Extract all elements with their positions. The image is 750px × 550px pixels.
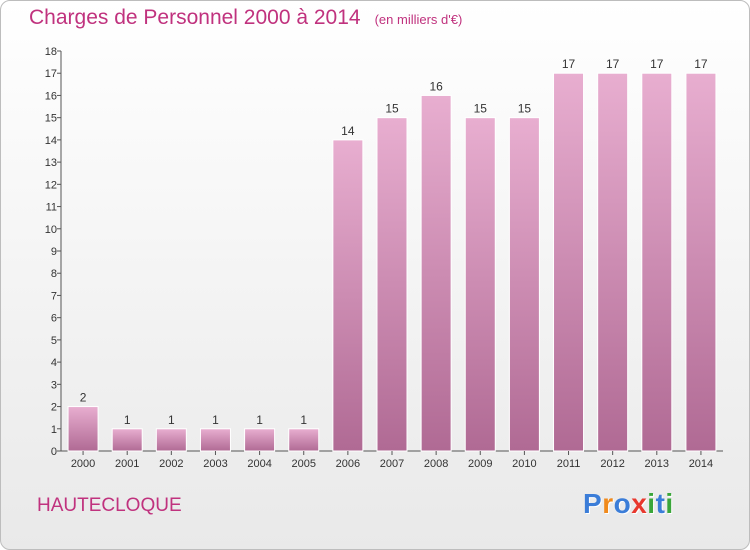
- x-tick-label: 2013: [645, 458, 669, 470]
- x-tick-label: 2004: [247, 458, 271, 470]
- y-tick-label: 15: [45, 113, 57, 125]
- bar-value-label: 1: [168, 413, 175, 427]
- bar: [332, 139, 364, 452]
- chart-title: Charges de Personnel 2000 à 2014 (en mill…: [29, 6, 462, 30]
- bar: [199, 428, 231, 452]
- chart-unit: (en milliers d'€): [374, 12, 463, 27]
- bar-value-label: 1: [124, 413, 131, 427]
- x-tick-label: 2005: [291, 458, 315, 470]
- x-tick-label: 2000: [71, 458, 95, 470]
- y-tick-label: 13: [45, 157, 57, 169]
- bar: [67, 406, 99, 452]
- bar: [244, 428, 276, 452]
- x-tick-label: 2002: [159, 458, 183, 470]
- y-tick-label: 5: [51, 335, 57, 347]
- x-tick-label: 2010: [512, 458, 536, 470]
- commune-name: HAUTECLOQUE: [37, 495, 182, 516]
- y-tick-label: 2: [51, 402, 57, 414]
- bar: [508, 117, 540, 452]
- x-tick-label: 2006: [336, 458, 360, 470]
- x-tick-label: 2001: [115, 458, 139, 470]
- logo-letter: i: [647, 488, 656, 519]
- logo-letter: r: [602, 488, 614, 519]
- y-tick-label: 3: [51, 379, 57, 391]
- bar-value-label: 15: [385, 102, 399, 116]
- bar: [288, 428, 320, 452]
- bar: [376, 117, 408, 452]
- y-tick-label: 9: [51, 246, 57, 258]
- y-tick-label: 17: [45, 68, 57, 80]
- bar: [111, 428, 143, 452]
- bar: [597, 72, 629, 452]
- y-tick-label: 18: [45, 46, 57, 58]
- bar-value-label: 17: [694, 57, 708, 71]
- bar-value-label: 15: [518, 102, 532, 116]
- logo-letter: t: [655, 488, 666, 519]
- bar-value-label: 1: [300, 413, 307, 427]
- y-tick-label: 11: [46, 202, 57, 214]
- bar-value-label: 17: [650, 57, 664, 71]
- x-tick-label: 2009: [468, 458, 492, 470]
- bar: [420, 94, 452, 452]
- logo-letter: i: [665, 488, 674, 519]
- bar-value-label: 2: [80, 391, 87, 405]
- proxiti-logo: Proxiti: [583, 488, 674, 520]
- chart-title-text: Charges de Personnel 2000 à 2014: [29, 6, 361, 29]
- y-tick-label: 1: [51, 424, 57, 436]
- bar-value-label: 16: [429, 79, 443, 93]
- bar-value-label: 17: [562, 57, 576, 71]
- bar-value-label: 17: [606, 57, 620, 71]
- bar: [641, 72, 673, 452]
- logo-letter: o: [613, 488, 632, 519]
- bar-value-label: 14: [341, 124, 355, 138]
- y-tick-label: 4: [51, 357, 57, 369]
- x-tick-label: 2012: [600, 458, 624, 470]
- logo-letter: P: [583, 488, 603, 519]
- bar-value-label: 1: [256, 413, 263, 427]
- y-tick-label: 16: [45, 90, 57, 102]
- bar-value-label: 15: [474, 102, 488, 116]
- bar-value-label: 1: [212, 413, 219, 427]
- y-tick-label: 10: [45, 224, 57, 236]
- x-tick-label: 2014: [689, 458, 713, 470]
- x-tick-label: 2003: [203, 458, 227, 470]
- logo-letter: x: [631, 488, 648, 519]
- bar: [155, 428, 187, 452]
- y-tick-label: 12: [45, 179, 57, 191]
- bar: [553, 72, 585, 452]
- x-tick-label: 2008: [424, 458, 448, 470]
- y-tick-label: 6: [51, 313, 57, 325]
- bar: [464, 117, 496, 452]
- x-tick-label: 2007: [380, 458, 404, 470]
- y-tick-label: 7: [51, 290, 57, 302]
- y-tick-label: 8: [51, 268, 57, 280]
- y-tick-label: 14: [45, 135, 57, 147]
- y-tick-label: 0: [51, 446, 57, 458]
- x-tick-label: 2011: [557, 458, 581, 470]
- bar: [685, 72, 717, 452]
